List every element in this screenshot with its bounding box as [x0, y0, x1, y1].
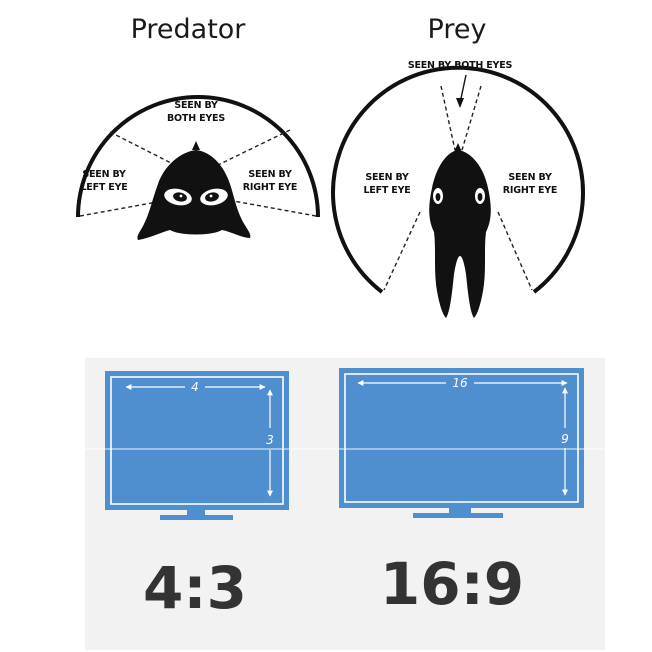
monitor-4-3-body [105, 371, 289, 510]
predator-dash-left-outer [79, 199, 169, 217]
monitor-4-3: 4 3 [105, 371, 289, 520]
predator-vision-arc [76, 95, 320, 218]
monitor-4-3-height-label: 3 [266, 433, 274, 447]
predator-diagram: Predator SEEN BY BOTH EYES SEEN BY LEFT … [76, 14, 320, 240]
predator-label-right-1: SEEN BY [248, 169, 292, 180]
predator-title: Predator [131, 14, 247, 45]
predator-dash-right-outer [227, 199, 317, 217]
ratio-label-16-9: 16:9 [380, 550, 524, 618]
prey-label-right-2: RIGHT EYE [503, 185, 557, 196]
monitor-16-9-body [339, 368, 584, 508]
ratio-label-4-3: 4:3 [143, 554, 247, 622]
prey-label-left-1: SEEN BY [365, 172, 409, 183]
prey-label-both: SEEN BY BOTH EYES [408, 60, 513, 71]
prey-head-silhouette [429, 143, 491, 318]
predator-label-left-1: SEEN BY [82, 169, 126, 180]
predator-dash-left-inner [109, 131, 176, 166]
prey-vision-arc [331, 65, 585, 294]
monitor-4-3-stand [160, 515, 233, 520]
predator-head-silhouette [137, 141, 251, 240]
monitor-16-9-screen-frame [344, 373, 579, 503]
prey-label-right-1: SEEN BY [508, 172, 552, 183]
monitor-16-9-neck [449, 508, 471, 514]
prey-dash-bottom-left [383, 211, 421, 291]
prey-title: Prey [428, 14, 487, 45]
predator-label-left-2: LEFT EYE [80, 182, 127, 193]
prey-dash-top-right [461, 85, 482, 151]
predator-label-both-2: BOTH EYES [167, 113, 225, 124]
monitor-4-3-neck [187, 510, 205, 516]
prey-dash-top-left [440, 85, 456, 151]
predator-label-right-2: RIGHT EYE [243, 182, 297, 193]
monitor-16-9-width-label: 16 [452, 376, 468, 390]
predator-label-both-1: SEEN BY [174, 100, 218, 111]
monitor-16-9-stand [413, 513, 503, 518]
monitor-4-3-screen-frame [110, 376, 284, 505]
predator-dash-right-inner [217, 129, 291, 166]
prey-dash-bottom-right [497, 211, 533, 291]
prey-diagram: Prey SEEN BY BOTH EYES SEEN BY LEFT EYE … [331, 14, 585, 318]
monitor-16-9-height-label: 9 [561, 432, 569, 446]
monitor-4-3-width-label: 4 [191, 380, 199, 394]
monitor-16-9: 16 9 [339, 368, 584, 518]
prey-pointer-arrowhead [456, 98, 464, 108]
prey-label-left-2: LEFT EYE [363, 185, 410, 196]
